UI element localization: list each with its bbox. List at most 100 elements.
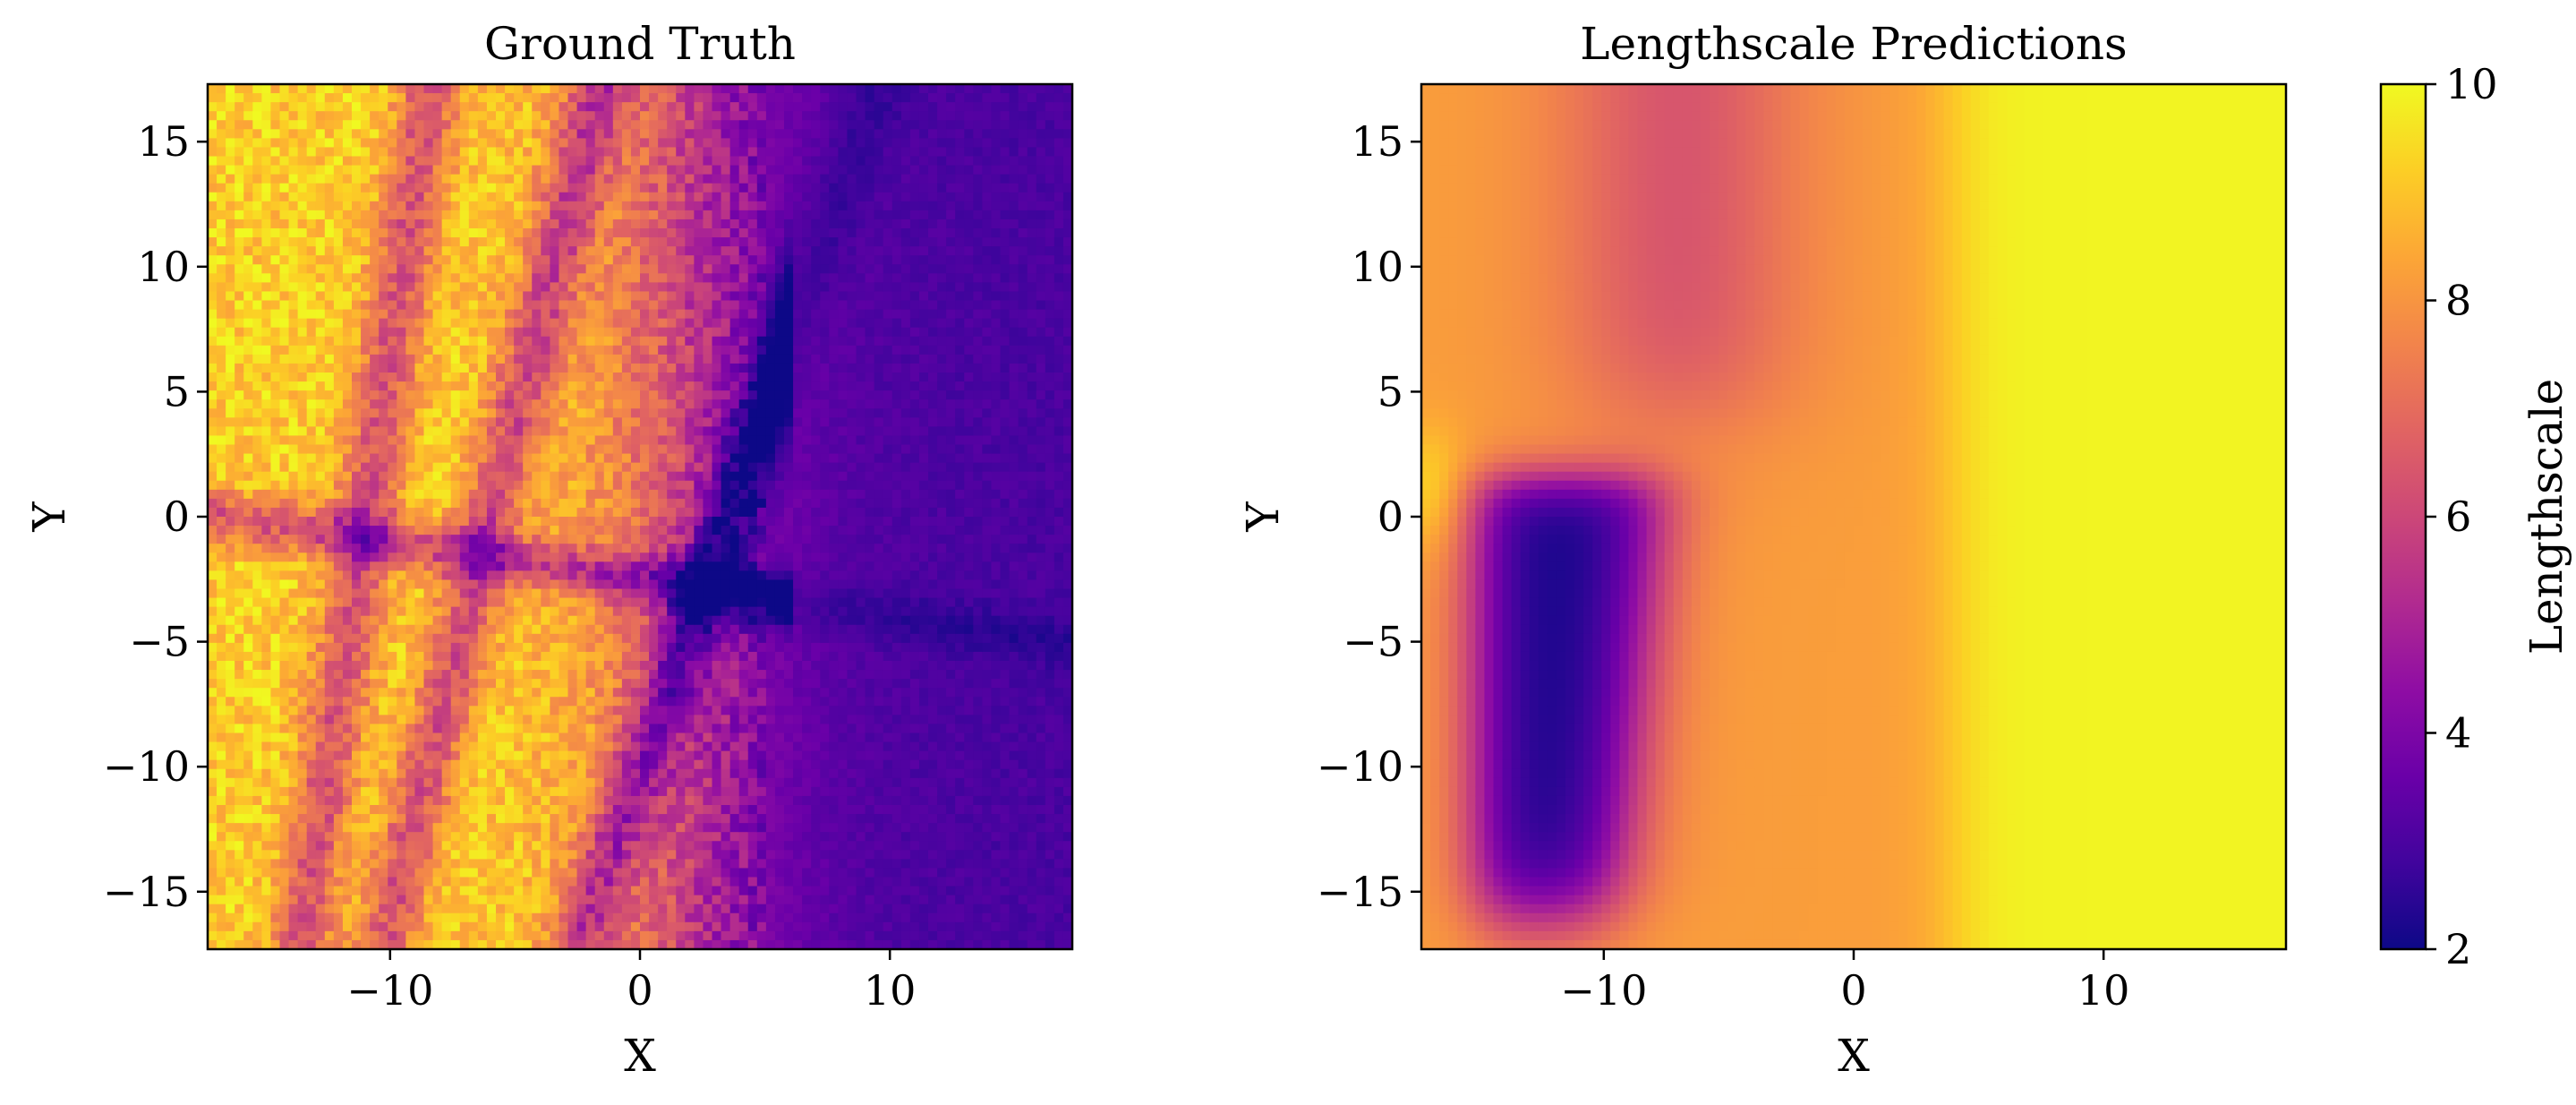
heatmap-cell (235, 192, 244, 202)
heatmap-cell (541, 697, 550, 707)
heatmap-cell (243, 615, 253, 626)
heatmap-cell (541, 724, 550, 734)
heatmap-cell (640, 624, 650, 635)
heatmap-cell (612, 697, 623, 707)
heatmap-cell (667, 777, 677, 788)
heatmap-cell (514, 381, 524, 391)
heatmap-cell (370, 579, 380, 590)
heatmap-cell (243, 535, 253, 544)
heatmap-cell (270, 156, 281, 167)
heatmap-cell (432, 561, 443, 571)
heatmap-cell (621, 174, 632, 184)
heatmap-cell (217, 318, 226, 329)
heatmap-cell (532, 697, 542, 707)
heatmap-cell (612, 814, 623, 824)
heatmap-cells (208, 84, 1072, 949)
heatmap-cell (423, 597, 434, 608)
heatmap-cell (315, 318, 326, 329)
heatmap-cell (432, 823, 443, 833)
heatmap-cell (523, 750, 533, 761)
heatmap-cell (208, 877, 218, 887)
heatmap-cell (370, 642, 380, 653)
heatmap-cell (226, 841, 235, 851)
heatmap-cell (352, 327, 362, 338)
heatmap-cell (441, 939, 452, 949)
heatmap-cell (217, 795, 226, 806)
heatmap-cell (405, 805, 416, 815)
heatmap-cell (342, 174, 353, 184)
heatmap-cell (333, 517, 344, 527)
heatmap-cell (226, 480, 235, 491)
heatmap-cell (261, 697, 272, 707)
heatmap-cell (441, 318, 452, 329)
heatmap-cell (306, 237, 317, 247)
heatmap-cell (612, 363, 623, 373)
heatmap-cell (559, 507, 569, 518)
heatmap-cell (576, 570, 587, 581)
heatmap-cell (288, 373, 299, 382)
heatmap-cell (532, 859, 542, 869)
heatmap-cell (594, 138, 605, 149)
heatmap-cell (333, 661, 344, 671)
heatmap-cell (414, 237, 425, 247)
heatmap-cell (288, 912, 299, 923)
heatmap-cell (397, 795, 406, 806)
heatmap-cell (441, 561, 452, 571)
heatmap-cell (523, 336, 533, 347)
heatmap-cell (414, 633, 425, 644)
heatmap-cell (450, 174, 461, 184)
heatmap-cell (388, 507, 397, 518)
heatmap-cell (649, 408, 659, 418)
heatmap-cell (585, 832, 596, 842)
heatmap-cell (658, 300, 668, 311)
heatmap-cell (459, 273, 470, 283)
heatmap-cell (388, 741, 397, 752)
heatmap-cell (441, 282, 452, 293)
heatmap-cell (226, 192, 235, 202)
heatmap-cell (414, 679, 425, 689)
heatmap-cell (352, 192, 362, 202)
heatmap-cell (649, 688, 659, 698)
heatmap-cell (243, 282, 253, 293)
heatmap-cell (441, 345, 452, 355)
heatmap-cell (388, 732, 397, 743)
heatmap-cell (667, 741, 677, 752)
heatmap-cell (532, 786, 542, 797)
heatmap-cell (370, 93, 380, 103)
heatmap-cell (559, 327, 569, 338)
heatmap-cell (243, 255, 253, 265)
heatmap-cell (459, 426, 470, 437)
heatmap-cell (361, 526, 371, 535)
heatmap-cell (477, 462, 488, 473)
heatmap-cell (594, 535, 605, 544)
heatmap-cell (397, 904, 406, 914)
heatmap-cell (550, 147, 560, 158)
heatmap-cell (235, 768, 244, 779)
heatmap-cell (352, 706, 362, 715)
heatmap-cell (541, 561, 550, 571)
heatmap-cell (450, 570, 461, 581)
heatmap-cell (208, 129, 218, 139)
heatmap-cell (523, 318, 533, 329)
heatmap-cell (226, 417, 235, 427)
heatmap-cell (585, 759, 596, 770)
heatmap-cell (288, 156, 299, 167)
heatmap-cell (532, 930, 542, 941)
heatmap-cell (603, 633, 614, 644)
heatmap-cell (640, 561, 650, 571)
heatmap-cell (576, 156, 587, 167)
heatmap-cell (261, 823, 272, 833)
heatmap-cell (270, 246, 281, 256)
heatmap-cell (342, 561, 353, 571)
heatmap-cell (414, 345, 425, 355)
heatmap-cell (594, 363, 605, 373)
heatmap-cell (379, 832, 388, 842)
heatmap-cell (432, 489, 443, 500)
heatmap-cell (352, 570, 362, 581)
heatmap-cell (405, 724, 416, 734)
heatmap-cell (594, 102, 605, 112)
heatmap-cell (252, 354, 262, 364)
heatmap-cell (414, 399, 425, 409)
heatmap-cell (550, 444, 560, 455)
heatmap-cell (640, 895, 650, 905)
